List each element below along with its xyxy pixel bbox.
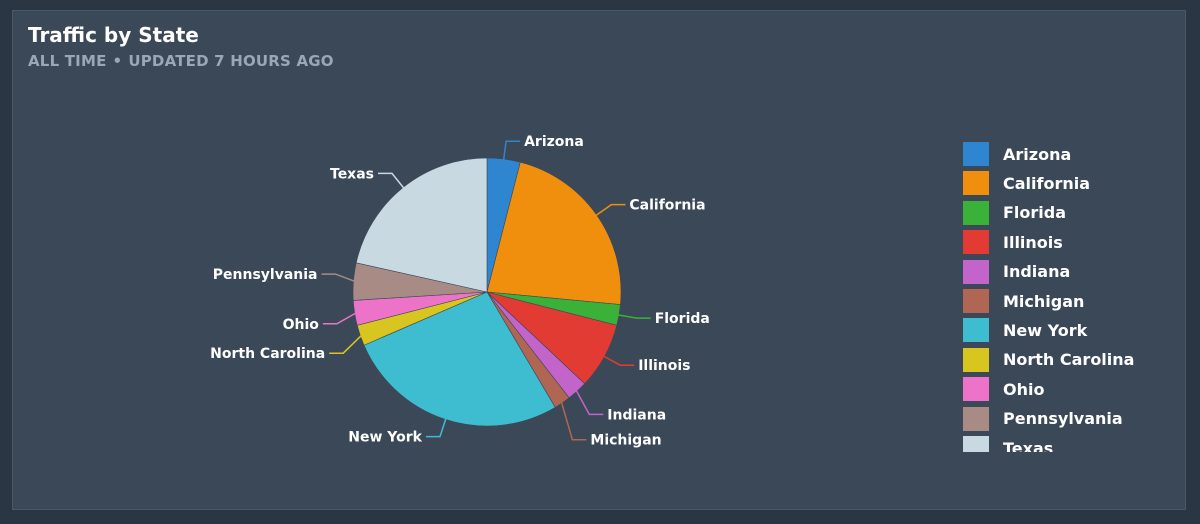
pie-label-pennsylvania: Pennsylvania (213, 267, 318, 283)
legend-item-north-carolina[interactable]: North Carolina (963, 347, 1135, 372)
pie-label-indiana: Indiana (607, 407, 666, 423)
chart-subtitle: ALL TIME • UPDATED 7 HOURS AGO (28, 52, 334, 70)
pie-label-california: California (629, 198, 705, 214)
leader-line-texas (378, 172, 406, 190)
legend-item-texas[interactable]: Texas (963, 436, 1053, 452)
leader-line-new-york (426, 417, 447, 438)
legend-swatch (963, 142, 989, 166)
legend-item-pennsylvania[interactable]: Pennsylvania (963, 406, 1123, 431)
legend-swatch (963, 347, 989, 372)
chart-legend: Arizona California Florida Illinois Indiana M… (963, 142, 1163, 452)
legend-swatch (963, 318, 989, 343)
legend-swatch (963, 436, 989, 452)
legend-label: Illinois (1003, 232, 1063, 252)
legend-item-illinois[interactable]: Illinois (963, 230, 1063, 255)
legend-label: Arizona (1003, 144, 1072, 164)
legend-item-florida[interactable]: Florida (963, 200, 1067, 225)
legend-label: Ohio (1003, 379, 1045, 399)
pie-slices (352, 157, 622, 427)
pie-label-texas: Texas (330, 166, 374, 182)
leader-line-michigan (560, 400, 587, 441)
legend-label: Texas (1003, 438, 1054, 453)
leader-line-pennsylvania (321, 273, 356, 283)
leader-line-ohio (322, 311, 357, 325)
pie-labels: Arizona California Florida Illinois Indiana M… (210, 134, 710, 449)
pie-label-ohio: Ohio (283, 317, 320, 333)
legend-label: California (1003, 173, 1091, 193)
leader-line-illinois (602, 354, 635, 366)
leader-line-california (594, 203, 626, 217)
legend-item-california[interactable]: California (963, 171, 1091, 196)
legend-swatch (963, 406, 989, 431)
leader-line-indiana (575, 389, 604, 416)
leader-line-north-carolina (329, 334, 363, 354)
legend-label: New York (1003, 320, 1088, 340)
legend-item-indiana[interactable]: Indiana (963, 259, 1071, 284)
legend-swatch (963, 377, 989, 402)
legend-label: Pennsylvania (1003, 409, 1123, 429)
legend-item-arizona[interactable]: Arizona (963, 142, 1071, 166)
legend-label: Michigan (1003, 291, 1085, 311)
leader-line-arizona (502, 140, 521, 162)
updated-label: UPDATED 7 HOURS AGO (128, 52, 334, 70)
pie-label-illinois: Illinois (638, 358, 690, 374)
pie-chart: Arizona California Florida Illinois Indiana M… (210, 134, 710, 449)
traffic-panel: Traffic by State ALL TIME • UPDATED 7 HOUR… (12, 10, 1186, 510)
pie-label-michigan: Michigan (590, 433, 661, 449)
legend-swatch (963, 259, 989, 284)
legend-swatch (963, 171, 989, 196)
legend-item-ohio[interactable]: Ohio (963, 377, 1045, 402)
legend-swatch (963, 289, 989, 313)
legend-swatch (963, 230, 989, 255)
legend-label: Florida (1003, 203, 1067, 223)
pie-label-florida: Florida (655, 311, 710, 327)
time-range-label: ALL TIME (28, 52, 107, 70)
legend-item-new-york[interactable]: New York (963, 318, 1088, 343)
pie-label-north-carolina: North Carolina (210, 346, 325, 362)
legend-item-michigan[interactable]: Michigan (963, 289, 1084, 313)
legend-label: Indiana (1003, 262, 1071, 282)
subtitle-separator: • (112, 52, 123, 70)
pie-label-new-york: New York (348, 430, 422, 446)
legend-label: North Carolina (1003, 350, 1135, 370)
pie-leader-lines (321, 140, 651, 441)
leader-line-florida (616, 313, 651, 319)
chart-title: Traffic by State (28, 23, 199, 47)
pie-label-arizona: Arizona (524, 134, 584, 150)
legend-swatch (963, 200, 989, 225)
